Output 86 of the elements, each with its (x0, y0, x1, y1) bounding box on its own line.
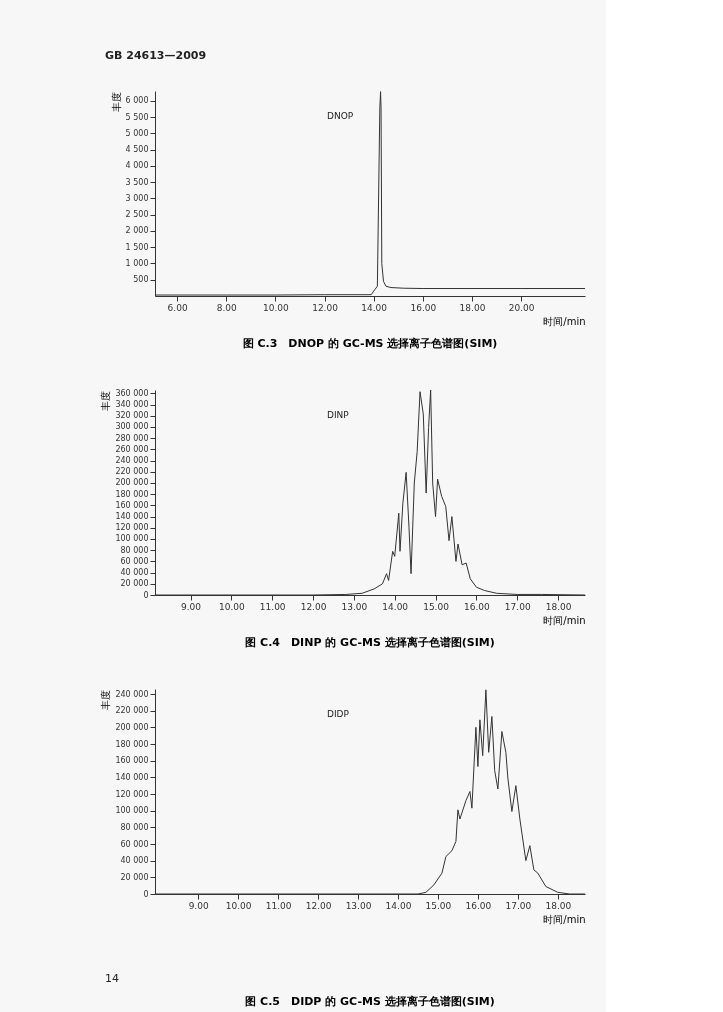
y-tick-label: 300 000 (115, 422, 149, 432)
y-tick-label: 180 000 (115, 739, 149, 749)
x-tick-label: 18.00 (545, 900, 572, 911)
x-tick-label: 16.00 (410, 302, 437, 313)
y-tick-label: 200 000 (115, 722, 149, 732)
annotation: DIDP (327, 708, 350, 719)
y-tick-label: 2 500 (125, 210, 149, 220)
x-tick-label: 13.00 (341, 601, 368, 612)
y-tick-label: 120 000 (115, 789, 149, 799)
text: 图 C.5 DIDP 的 GC-MS 选择离子色谱图(SIM) (245, 995, 495, 1008)
x-tick-label: 14.00 (361, 302, 388, 313)
y-tick-label: 220 000 (115, 706, 149, 716)
y-tick-label: 3 000 (125, 193, 149, 203)
text: 图 C.4 DINP 的 GC-MS 选择离子色谱图(SIM) (245, 636, 495, 649)
y-tick-label: 2 000 (125, 226, 149, 236)
x-axis-title: 时间/min (543, 913, 586, 925)
x-tick-label: 15.00 (423, 601, 450, 612)
x-tick-label: 18.00 (545, 601, 572, 612)
y-tick-label: 5 000 (125, 128, 149, 138)
x-tick-label: 12.00 (312, 302, 339, 313)
y-tick-label: 80 000 (120, 545, 149, 555)
y-tick-label: 5 500 (125, 112, 149, 122)
x-tick-label: 9.00 (188, 900, 209, 911)
y-tick-label: 0 (143, 889, 149, 899)
y-tick-label: 100 000 (115, 534, 149, 544)
x-tick-label: 6.00 (167, 302, 188, 313)
y-axis-title: 丰度 (100, 689, 112, 710)
x-tick-label: 20.00 (508, 302, 535, 313)
y-tick-label: 320 000 (115, 411, 149, 421)
x-tick-label: 15.00 (425, 900, 452, 911)
y-tick-label: 1 000 (125, 258, 149, 268)
y-tick-label: 4 000 (125, 161, 149, 171)
y-tick-label: 500 (133, 275, 149, 285)
x-tick-label: 9.00 (181, 601, 202, 612)
y-tick-label: 60 000 (120, 556, 149, 566)
text: GB 24613—2009 (105, 49, 207, 62)
x-axis-title: 时间/min (543, 614, 586, 626)
y-tick-label: 240 000 (115, 456, 149, 466)
y-tick-label: 3 500 (125, 177, 149, 187)
y-tick-label: 280 000 (115, 433, 149, 443)
y-tick-label: 6 000 (125, 96, 149, 106)
y-axis-title: 丰度 (100, 390, 112, 411)
x-axis-title: 时间/min (543, 315, 586, 327)
x-tick-label: 11.00 (259, 601, 286, 612)
x-tick-label: 12.00 (300, 601, 327, 612)
y-tick-label: 20 000 (120, 579, 149, 589)
y-tick-label: 20 000 (120, 872, 149, 882)
x-tick-label: 14.00 (385, 900, 412, 911)
x-tick-label: 12.00 (305, 900, 332, 911)
y-tick-label: 40 000 (120, 568, 149, 578)
y-axis-title: 丰度 (110, 91, 122, 112)
y-tick-label: 1 500 (125, 242, 149, 252)
y-tick-label: 180 000 (115, 489, 149, 499)
y-tick-label: 240 000 (115, 689, 149, 699)
y-tick-label: 40 000 (120, 856, 149, 866)
y-tick-label: 60 000 (120, 839, 149, 849)
y-tick-label: 4 500 (125, 145, 149, 155)
x-tick-label: 17.00 (505, 900, 532, 911)
x-tick-label: 10.00 (263, 302, 290, 313)
x-tick-label: 11.00 (265, 900, 292, 911)
x-tick-label: 10.00 (218, 601, 246, 612)
x-tick-label: 14.00 (382, 601, 409, 612)
x-tick-label: 8.00 (216, 302, 238, 313)
y-tick-label: 160 000 (115, 756, 149, 766)
x-tick-label: 10.00 (225, 900, 252, 911)
y-tick-label: 340 000 (115, 400, 149, 410)
y-tick-label: 140 000 (115, 512, 149, 522)
y-tick-label: 260 000 (115, 444, 149, 454)
x-tick-label: 16.00 (465, 900, 492, 911)
y-tick-label: 0 (143, 590, 149, 600)
text: 图 C.3 DNOP 的 GC-MS 选择离子色谱图(SIM) (242, 337, 498, 350)
y-tick-label: 220 000 (115, 467, 149, 477)
annotation: DINP (327, 409, 350, 420)
annotation: DNOP (327, 110, 354, 121)
x-tick-label: 18.00 (459, 302, 486, 313)
y-tick-label: 120 000 (115, 523, 149, 533)
y-tick-label: 100 000 (115, 806, 149, 816)
y-tick-label: 360 000 (115, 388, 149, 398)
y-tick-label: 80 000 (120, 822, 149, 832)
x-tick-label: 17.00 (504, 601, 531, 612)
y-tick-label: 140 000 (115, 772, 149, 782)
text: 14 (105, 972, 119, 985)
y-tick-label: 160 000 (115, 500, 149, 510)
x-tick-label: 16.00 (463, 601, 491, 612)
x-tick-label: 13.00 (345, 900, 372, 911)
y-tick-label: 200 000 (115, 478, 149, 488)
